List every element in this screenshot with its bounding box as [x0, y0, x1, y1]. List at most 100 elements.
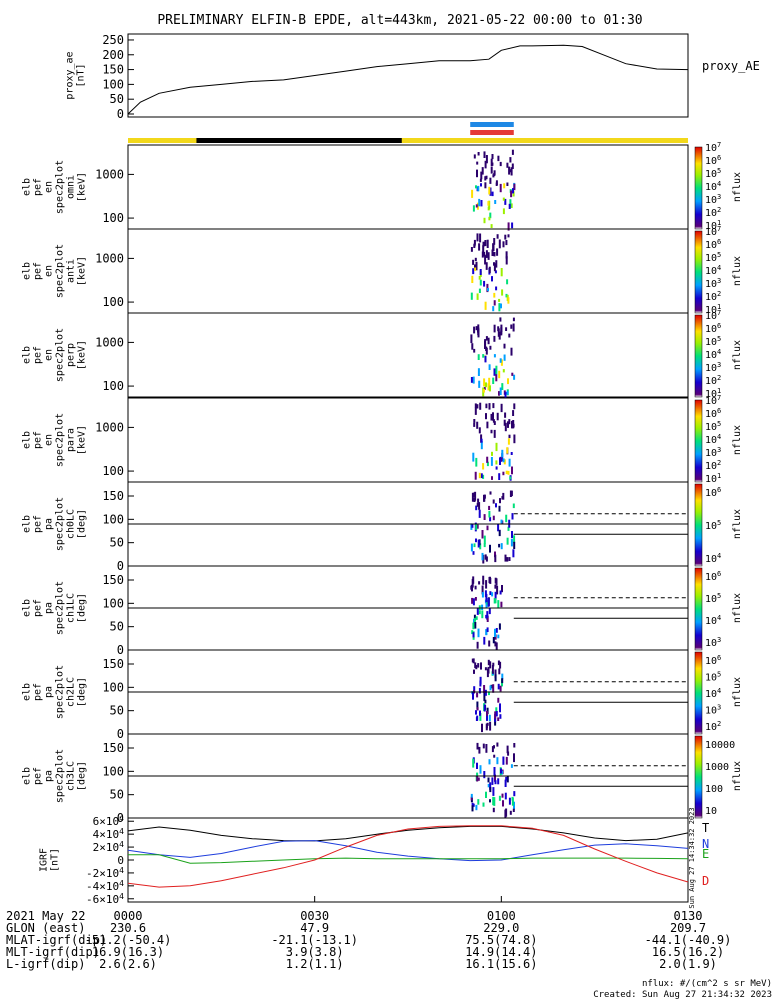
proxy-ae-legend: proxy_AE [702, 59, 760, 73]
heatmap-cell [511, 420, 513, 429]
plot-timestamp: Sun Aug 27 14:34:32 2023 [688, 807, 696, 908]
heatmap-cell [480, 440, 483, 450]
heatmap-cell [497, 155, 500, 162]
heatmap-cell [476, 161, 479, 165]
heatmap-cell [488, 608, 491, 615]
heatmap-cell [511, 149, 514, 155]
heatmap-cell [498, 473, 501, 480]
colorbar-tick-label: 106 [705, 486, 721, 499]
heatmap-cell [509, 169, 512, 173]
heatmap-cell [511, 797, 514, 806]
heatmap-cell [506, 537, 509, 545]
y-tick-label: 150 [102, 741, 124, 755]
heatmap-cell [474, 597, 477, 601]
heatmap-cell [491, 592, 494, 597]
heatmap-cell [483, 693, 486, 702]
heatmap-cell [487, 337, 490, 345]
heatmap-cell [473, 614, 476, 621]
heatmap-cell [487, 201, 490, 206]
heatmap-cell [491, 665, 494, 674]
y-tick-label: 200 [102, 48, 124, 62]
heatmap-cell [510, 764, 513, 768]
heatmap-cell [472, 268, 475, 275]
heatmap-cell [472, 803, 475, 807]
heatmap-cell [477, 799, 480, 805]
heatmap-cell [471, 630, 474, 635]
heatmap-cell [507, 378, 509, 385]
panel-ylabel-line: pef [33, 599, 44, 617]
y-tick-label: 150 [102, 63, 124, 77]
heatmap-cell [478, 581, 481, 585]
panel-ylabel-line: pef [33, 515, 44, 533]
heatmap-cell [506, 447, 509, 454]
heatmap-cell [476, 742, 479, 750]
panel-ylabel-line: [deg] [77, 509, 88, 539]
heatmap-cell [493, 421, 496, 425]
heatmap-cell [477, 663, 480, 668]
colorbar-tick-label: 107 [705, 309, 721, 322]
heatmap-cell [489, 661, 492, 669]
heatmap-cell [497, 600, 500, 608]
heatmap-cell [485, 347, 488, 355]
x-tick-label: 0030 [300, 909, 329, 923]
orbit-bar-yellow [128, 138, 688, 143]
heatmap-cell [500, 359, 503, 366]
y-tick-label: 1000 [95, 251, 124, 265]
heatmap-cell [476, 608, 479, 615]
heatmap-cell [478, 509, 481, 518]
colorbar-label: nflux [732, 761, 743, 791]
colorbar [694, 399, 703, 483]
heatmap-cell [495, 711, 498, 717]
heatmap-cell [484, 355, 487, 363]
heatmap-cell [475, 616, 478, 620]
heatmap-cell [504, 422, 507, 432]
heatmap-cell [475, 717, 478, 721]
heatmap-cell [485, 336, 488, 341]
colorbar-tick-label: 103 [705, 636, 721, 649]
heatmap-cell [474, 407, 477, 415]
heatmap-cell [492, 412, 494, 421]
heatmap-cell [474, 403, 477, 408]
heatmap-cell [512, 423, 515, 428]
heatmap-cell [492, 377, 495, 384]
heatmap-cell [508, 203, 511, 209]
axis-row-value: 230.6 [110, 921, 146, 935]
heatmap-cell [470, 292, 473, 300]
colorbar [694, 483, 703, 567]
footer-units: nflux: #/(cm^2 s sr MeV) [642, 979, 772, 989]
heatmap-cell [491, 746, 494, 753]
colorbar [694, 230, 703, 314]
heatmap-cell [471, 802, 474, 808]
colorbar-tick-label: 104 [705, 552, 721, 565]
y-tick-label: 0 [117, 107, 124, 121]
heatmap-cell [512, 808, 515, 812]
heatmap-cell [492, 637, 495, 644]
heatmap-cell [506, 557, 509, 562]
heatmap-cell [510, 324, 513, 329]
heatmap-cell [489, 491, 492, 495]
y-tick-label: 50 [110, 704, 124, 718]
heatmap-cell [475, 505, 478, 511]
heatmap-cell [476, 707, 479, 711]
igrf-ylabel-line: [nT] [50, 848, 61, 872]
heatmap-cell [482, 474, 485, 479]
proxy-ae-line [127, 44, 689, 115]
colorbar [694, 314, 703, 398]
heatmap-cell [488, 266, 491, 273]
heatmap-cell [486, 456, 489, 463]
panel-ylabel-line: anti [66, 259, 77, 283]
panel-ylabel-line: spec2plot [55, 497, 66, 551]
panel-ylabel-line: pa [44, 518, 55, 530]
heatmap-cell [485, 791, 487, 798]
heatmap-cell [476, 772, 479, 777]
colorbar-label: nflux [732, 172, 743, 202]
igrf-panel: 6×1044×1042×1040-2×104-4×104-6×104TNEDIG… [39, 807, 710, 908]
heatmap-cell [505, 327, 508, 331]
panel-ylabel-line: [deg] [77, 761, 88, 791]
heatmap-cell [487, 252, 490, 260]
pitch-angle-panel-7: 150 100 50 0 elb pef pa spec2plot ch2LC [deg] 106 1… [22, 649, 743, 741]
heatmap-cell [480, 662, 482, 670]
heatmap-cell [513, 541, 516, 549]
